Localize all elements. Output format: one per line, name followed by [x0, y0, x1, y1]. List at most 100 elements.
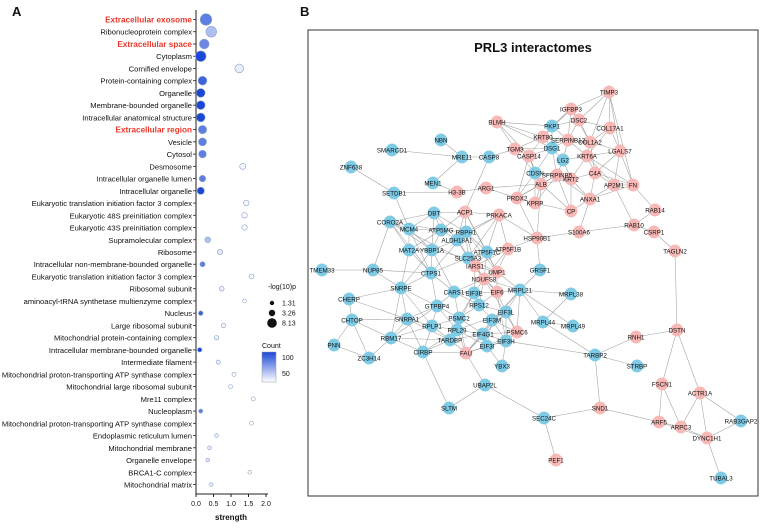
- network-node: [627, 218, 641, 232]
- enrichment-dot: [205, 26, 217, 38]
- network-edge: [351, 319, 370, 359]
- category-label: Mre11 complex: [141, 395, 193, 404]
- network-node-label: MRPL44: [531, 319, 556, 326]
- enrichment-dot: [243, 200, 250, 207]
- network-node: [485, 313, 499, 327]
- network-node-label: PNN: [327, 342, 340, 349]
- network-edge: [400, 287, 433, 327]
- enrichment-dot: [198, 175, 207, 183]
- network-node: [490, 285, 504, 299]
- network-node-label: SMARCD1: [377, 147, 408, 154]
- network-node-label: H3-3B: [448, 189, 466, 196]
- network-node-label: ALB: [535, 181, 547, 188]
- network-node-label: ATP5F1C: [474, 249, 501, 256]
- network-edge: [674, 250, 678, 331]
- network-node: [450, 233, 464, 247]
- network-node: [513, 283, 527, 297]
- category-label: Mitochondrial large ribosomal subunit: [66, 383, 193, 392]
- network-node-label: PSMC2: [448, 315, 470, 322]
- network-edge: [351, 318, 408, 321]
- network-edge: [496, 121, 544, 138]
- network-edge: [389, 221, 442, 231]
- network-edge: [594, 336, 637, 356]
- network-node-label: AP2M1: [604, 182, 625, 189]
- network-node: [564, 172, 578, 186]
- enrichment-dot: [241, 224, 248, 231]
- interactome-network: PRL3 interactomes NBN TIMP3 IGFBP3 BLMH DSC2 P…: [307, 29, 759, 497]
- network-node-label: RBM17: [381, 335, 402, 342]
- network-node: [588, 348, 602, 362]
- network-edge: [540, 183, 572, 212]
- network-edge: [393, 191, 458, 194]
- network-node: [536, 315, 550, 329]
- network-node-label: IGFBP3: [560, 106, 583, 113]
- enrichment-dot: [205, 457, 210, 463]
- network-node: [647, 225, 661, 239]
- category-label: Ribosomal subunit: [130, 285, 193, 294]
- network-node-label: SLTM: [441, 405, 457, 412]
- network-node: [674, 420, 688, 434]
- network-edge: [348, 298, 408, 320]
- network-edge: [699, 392, 708, 439]
- network-edge: [448, 384, 486, 409]
- network-edge: [505, 340, 596, 356]
- network-node-label: SETDB1: [382, 190, 407, 197]
- network-edge: [393, 192, 410, 230]
- network-node: [714, 471, 728, 485]
- network-node: [537, 411, 551, 425]
- x-tick-label: 0.5: [209, 501, 219, 508]
- network-node: [480, 245, 494, 259]
- network-edge: [486, 214, 500, 253]
- network-node: [384, 331, 398, 345]
- network-node-label: KPRP: [527, 200, 544, 207]
- network-node-label: S100A6: [568, 229, 591, 236]
- network-edge: [464, 211, 498, 273]
- network-node: [629, 330, 643, 344]
- enrichment-dot: [198, 125, 207, 135]
- network-node-label: FSCN1: [652, 381, 673, 388]
- category-label: Intracellular organelle lumen: [97, 175, 192, 184]
- network-node: [602, 85, 616, 99]
- network-node-label: RAB3GAP2: [725, 418, 758, 425]
- network-node: [490, 265, 504, 279]
- network-edge: [456, 311, 507, 331]
- network-node-label: TMEM33: [309, 267, 335, 274]
- network-node-label: STRBP: [627, 363, 648, 370]
- network-node-label: NUP85: [363, 267, 384, 274]
- network-edge: [408, 228, 432, 274]
- enrichment-dot: [248, 273, 255, 280]
- network-node-label: MRE11: [452, 154, 473, 161]
- panel-a-letter: A: [12, 4, 22, 19]
- network-node-label: RPL29: [448, 327, 467, 334]
- network-node: [655, 377, 669, 391]
- x-tick-label: 0.0: [191, 501, 201, 508]
- network-node-label: TIMP3: [600, 89, 619, 96]
- network-edge: [589, 91, 610, 143]
- x-axis-label: strength: [215, 513, 247, 522]
- network-edge: [608, 91, 634, 186]
- network-node-label: TGM3: [506, 146, 524, 153]
- enrichment-dot: [217, 249, 223, 255]
- enrichment-dot: [207, 445, 212, 450]
- network-edge: [430, 257, 469, 274]
- network-node-label: ACP1: [457, 209, 474, 216]
- network-edge: [390, 337, 451, 341]
- network-node: [545, 119, 559, 133]
- network-edge: [422, 351, 467, 354]
- network-node-label: EIF3H: [497, 338, 515, 345]
- network-node: [344, 160, 358, 174]
- network-edge: [391, 149, 463, 158]
- network-node-label: YBBP1A: [420, 247, 445, 254]
- category-label: Desmosome: [149, 162, 192, 171]
- network-edge: [570, 91, 610, 110]
- network-node: [477, 272, 491, 286]
- network-node-label: EIF3L: [498, 309, 515, 316]
- network-edge: [372, 269, 432, 274]
- category-label: Protein-containing complex: [100, 77, 192, 86]
- network-edge: [599, 407, 660, 423]
- network-node: [402, 222, 416, 236]
- network-node-label: ACTR1A: [688, 390, 713, 397]
- enrichment-dot: [209, 482, 214, 487]
- network-edge: [543, 407, 601, 419]
